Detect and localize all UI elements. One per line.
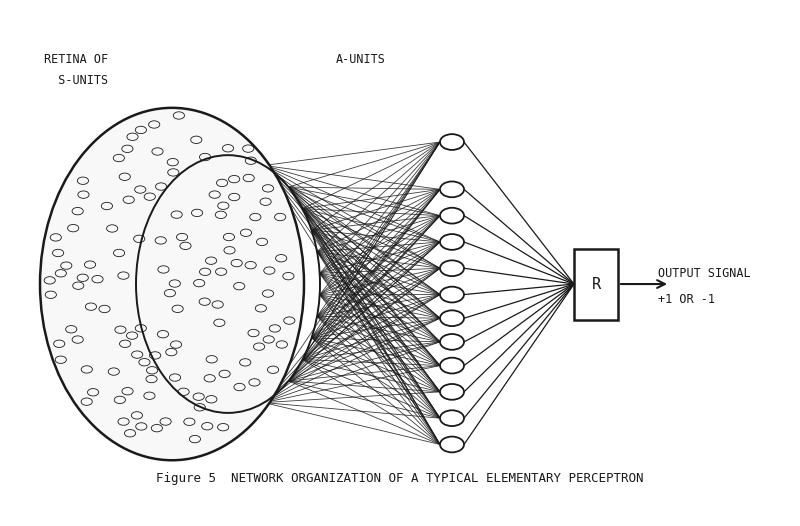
Text: R: R (591, 277, 601, 291)
Circle shape (440, 260, 464, 276)
Circle shape (440, 384, 464, 400)
Circle shape (440, 208, 464, 224)
Ellipse shape (40, 108, 304, 460)
Circle shape (440, 358, 464, 373)
Circle shape (440, 234, 464, 250)
Circle shape (440, 334, 464, 350)
Circle shape (440, 287, 464, 302)
Circle shape (440, 181, 464, 197)
Text: RETINA OF: RETINA OF (44, 53, 108, 66)
Text: OUTPUT SIGNAL: OUTPUT SIGNAL (658, 267, 750, 280)
Text: +1 OR -1: +1 OR -1 (658, 294, 714, 306)
Circle shape (440, 134, 464, 150)
Circle shape (440, 310, 464, 326)
Text: A-UNITS: A-UNITS (336, 53, 386, 66)
Circle shape (440, 437, 464, 452)
Circle shape (440, 410, 464, 426)
Text: S-UNITS: S-UNITS (44, 74, 108, 87)
Bar (574, 248, 618, 319)
Text: Figure 5  NETWORK ORGANIZATION OF A TYPICAL ELEMENTARY PERCEPTRON: Figure 5 NETWORK ORGANIZATION OF A TYPIC… (156, 472, 644, 485)
